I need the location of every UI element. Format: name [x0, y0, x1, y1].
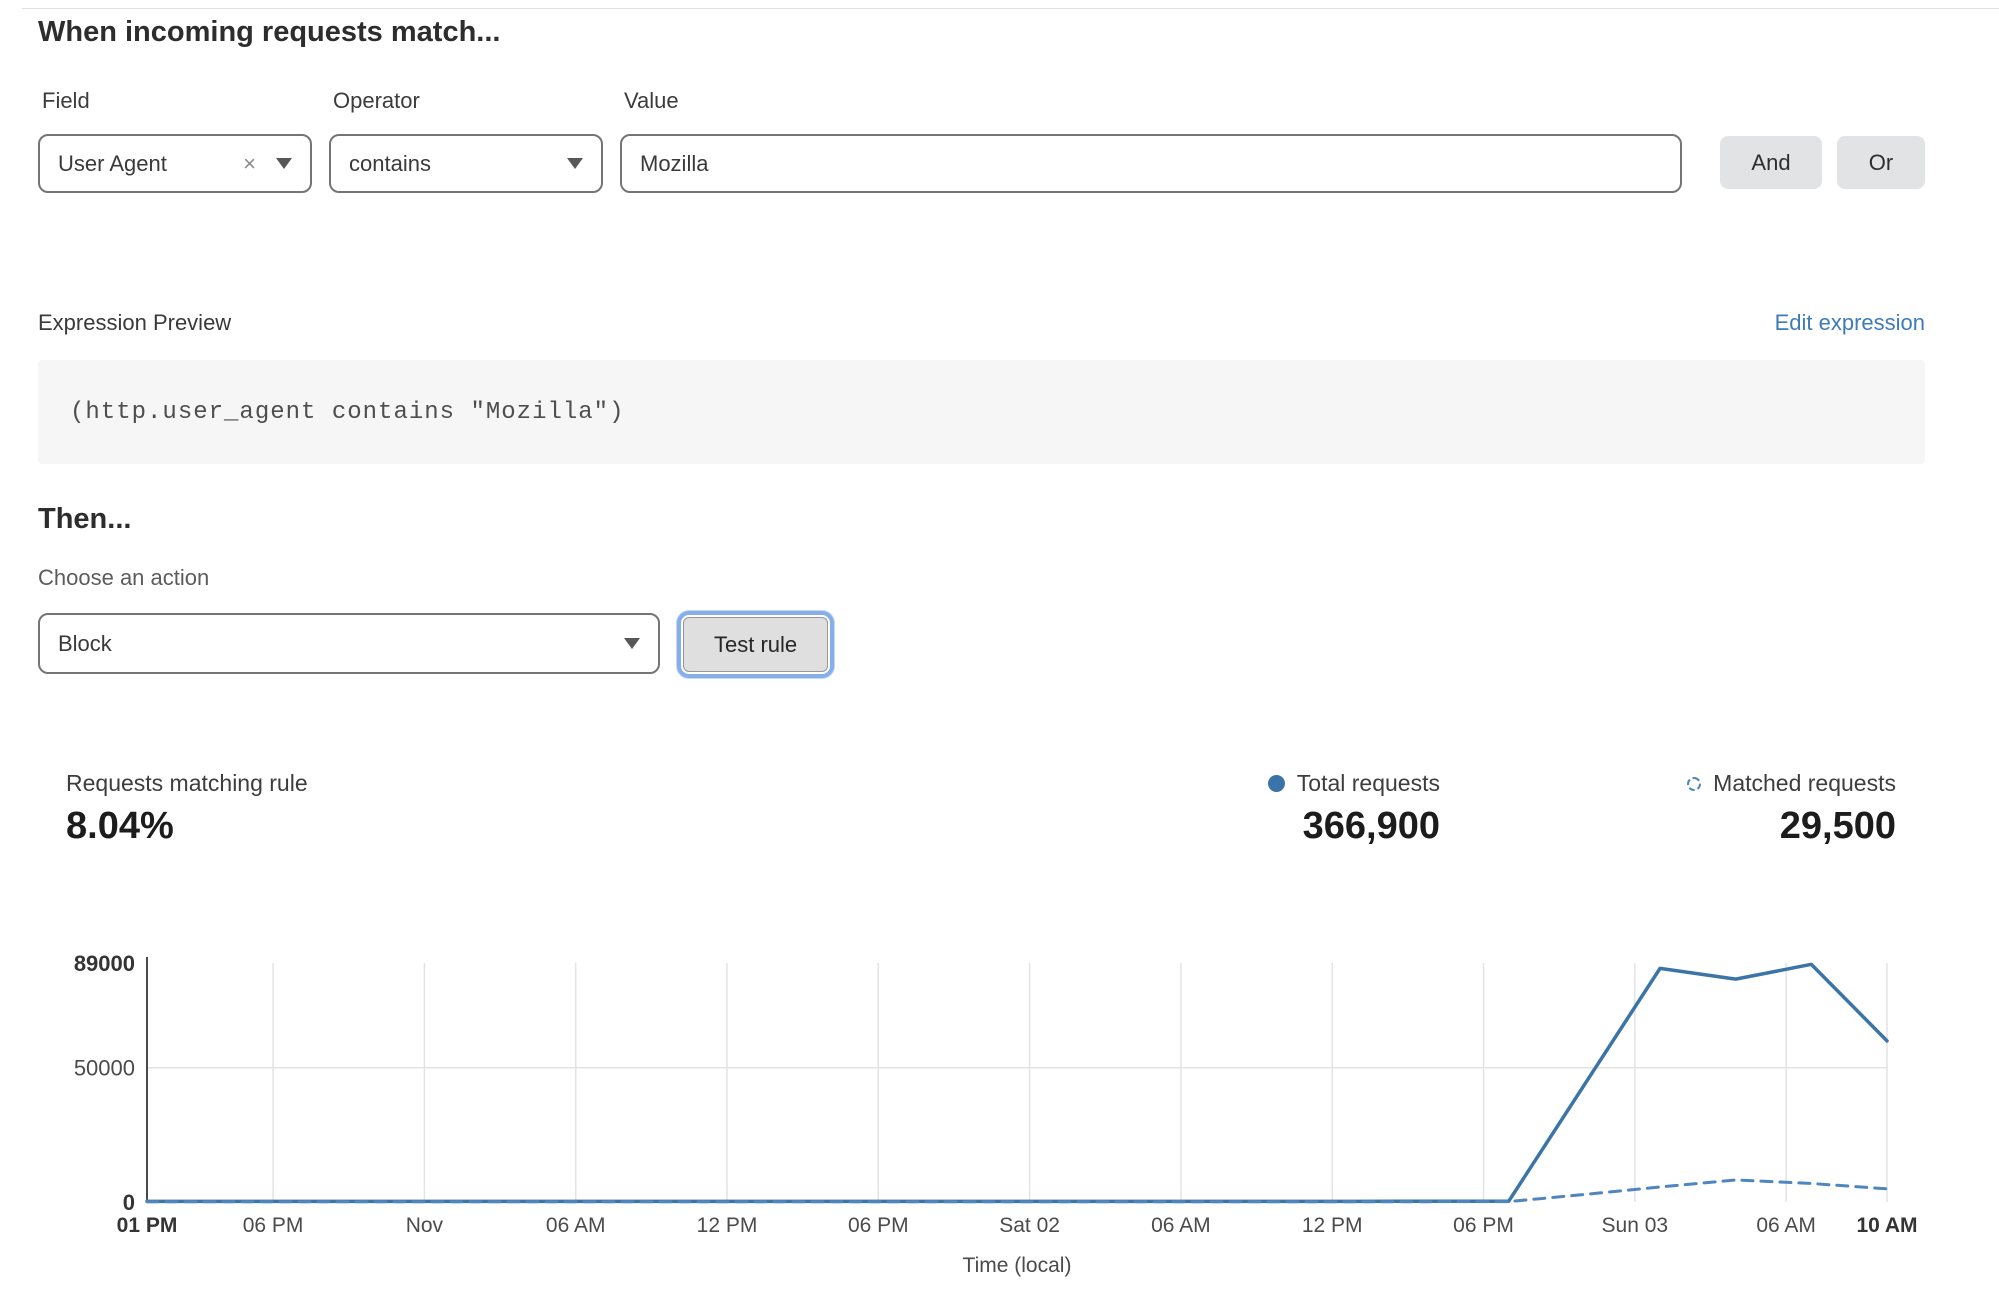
expression-code: (http.user_agent contains "Mozilla") [70, 398, 625, 426]
x-tick-label: 12 PM [1302, 1214, 1363, 1237]
value-input[interactable] [620, 134, 1682, 193]
requests-chart-canvas: 0 50000 89000 01 PM 06 PM Nov 06 AM 12 PM 06 PM S… [74, 951, 1918, 1277]
x-tick-label: Sat 02 [999, 1214, 1060, 1237]
y-tick-label: 89000 [74, 951, 135, 976]
expression-code-block: (http.user_agent contains "Mozilla") [38, 360, 1925, 464]
clear-field-icon[interactable]: × [243, 150, 256, 176]
x-tick-label: 06 PM [848, 1214, 909, 1237]
action-select-value: Block [58, 630, 112, 656]
value-label: Value [624, 88, 679, 113]
operator-select[interactable]: contains [329, 134, 603, 193]
matching-rule-stat: Requests matching rule 8.04% [66, 770, 308, 848]
total-requests-line [145, 962, 1889, 1204]
y-tick-label: 50000 [74, 1056, 135, 1081]
y-tick-label: 0 [123, 1190, 135, 1215]
x-tick-label: 01 PM [117, 1214, 178, 1237]
x-tick-label: 06 PM [243, 1214, 304, 1237]
action-select[interactable]: Block [38, 613, 660, 674]
chevron-down-icon [276, 158, 292, 169]
x-tick-label: Nov [406, 1214, 444, 1237]
requests-chart: 0 50000 89000 01 PM 06 PM Nov 06 AM 12 PM 06 PM S… [0, 940, 1999, 1295]
match-section-heading: When incoming requests match... [38, 16, 501, 48]
matched-requests-label: Matched requests [1713, 770, 1896, 796]
operator-select-value: contains [349, 150, 431, 176]
field-select-value: User Agent [58, 150, 167, 176]
field-label: Field [42, 88, 90, 113]
total-requests-legend-icon [1267, 775, 1285, 792]
chevron-down-icon [567, 158, 583, 169]
chevron-down-icon [624, 638, 640, 649]
operator-label: Operator [333, 88, 420, 113]
matching-rule-label: Requests matching rule [66, 770, 308, 796]
and-button[interactable]: And [1720, 136, 1822, 189]
total-requests-stat: Total requests 366,900 [1267, 770, 1440, 848]
test-rule-button[interactable]: Test rule [683, 617, 829, 672]
edit-expression-link[interactable]: Edit expression [1774, 310, 1925, 335]
total-requests-label: Total requests [1296, 770, 1440, 796]
card-top-border [22, 8, 1999, 9]
matching-rule-value: 8.04% [66, 805, 174, 847]
matched-requests-line [145, 1178, 1889, 1204]
x-tick-label: 06 AM [546, 1214, 606, 1237]
matched-requests-legend-icon [1687, 776, 1702, 791]
x-tick-label: 06 AM [1756, 1214, 1816, 1237]
x-tick-label: 10 AM [1856, 1214, 1917, 1237]
x-tick-label: Sun 03 [1602, 1214, 1669, 1237]
matched-requests-value: 29,500 [1779, 805, 1896, 847]
or-button[interactable]: Or [1837, 136, 1925, 189]
then-section-heading: Then... [38, 503, 132, 535]
x-tick-label: 06 PM [1453, 1214, 1514, 1237]
field-select[interactable]: User Agent × [38, 134, 312, 193]
x-tick-label: 06 AM [1151, 1214, 1211, 1237]
expression-preview-label: Expression Preview [38, 310, 232, 335]
total-requests-value: 366,900 [1302, 805, 1440, 847]
x-tick-label: 12 PM [697, 1214, 758, 1237]
matched-requests-stat: Matched requests 29,500 [1687, 770, 1896, 848]
expression-preview-row: Expression Preview Edit expression [38, 310, 1925, 336]
choose-action-label: Choose an action [38, 565, 210, 590]
x-axis-title: Time (local) [963, 1254, 1072, 1277]
